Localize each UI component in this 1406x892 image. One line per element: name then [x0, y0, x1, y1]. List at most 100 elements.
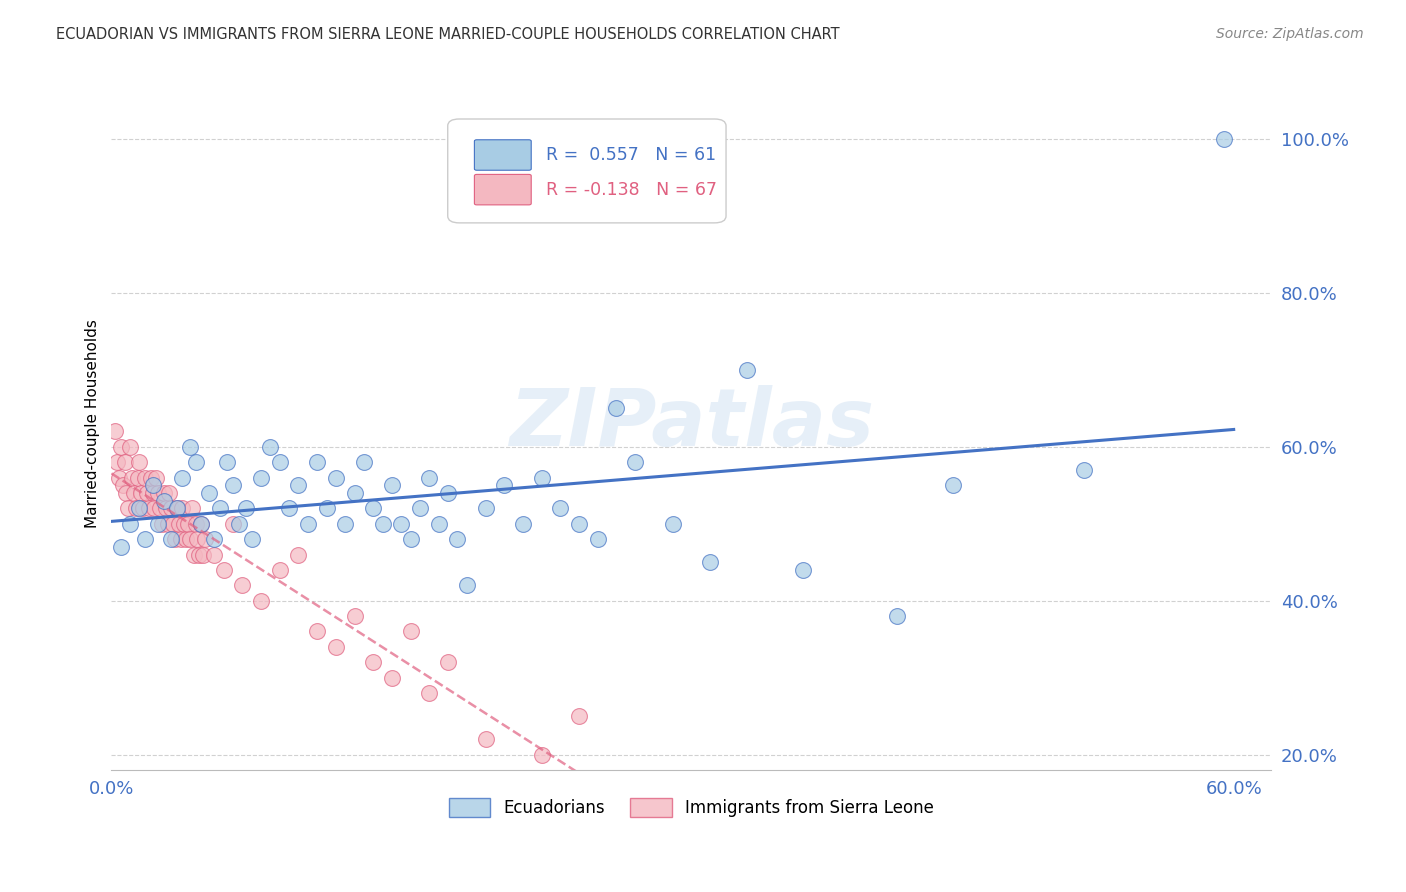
Point — [122, 486, 145, 500]
Point — [143, 501, 166, 516]
Point — [104, 425, 127, 439]
Point — [792, 563, 814, 577]
Point — [737, 363, 759, 377]
Text: ZIPatlas: ZIPatlas — [509, 384, 873, 463]
Point — [138, 501, 160, 516]
Text: ECUADORIAN VS IMMIGRANTS FROM SIERRA LEONE MARRIED-COUPLE HOUSEHOLDS CORRELATION: ECUADORIAN VS IMMIGRANTS FROM SIERRA LEO… — [56, 27, 839, 42]
Point — [166, 501, 188, 516]
Point — [409, 501, 432, 516]
Point — [381, 671, 404, 685]
Point — [174, 532, 197, 546]
Point — [134, 532, 156, 546]
Point — [474, 501, 496, 516]
Point — [120, 516, 142, 531]
Point — [105, 455, 128, 469]
Point — [128, 455, 150, 469]
Point — [167, 516, 190, 531]
Point — [202, 548, 225, 562]
Point — [315, 501, 337, 516]
Point — [156, 516, 179, 531]
Point — [142, 486, 165, 500]
Point — [172, 501, 194, 516]
Point — [212, 563, 235, 577]
Point — [228, 516, 250, 531]
Point — [114, 455, 136, 469]
Point — [117, 501, 139, 516]
Point — [456, 578, 478, 592]
Point — [699, 555, 721, 569]
Point — [173, 516, 195, 531]
FancyBboxPatch shape — [447, 119, 725, 223]
Point — [287, 478, 309, 492]
Point — [231, 578, 253, 592]
Point — [1213, 132, 1236, 146]
Point — [269, 455, 291, 469]
Point — [179, 532, 201, 546]
Point — [568, 709, 591, 723]
Point — [146, 486, 169, 500]
Point — [250, 593, 273, 607]
Point — [120, 440, 142, 454]
Point — [172, 470, 194, 484]
Point — [152, 493, 174, 508]
Point — [169, 532, 191, 546]
Point — [157, 486, 180, 500]
Point — [399, 624, 422, 639]
Point — [150, 516, 173, 531]
Point — [108, 470, 131, 484]
Point — [152, 486, 174, 500]
Point — [142, 478, 165, 492]
Point — [624, 455, 647, 469]
Point — [474, 732, 496, 747]
Point — [163, 532, 186, 546]
Point — [222, 516, 245, 531]
Point — [661, 516, 683, 531]
Point — [427, 516, 450, 531]
Point — [235, 501, 257, 516]
Point — [550, 501, 572, 516]
Point — [139, 470, 162, 484]
Point — [259, 440, 281, 454]
Point — [297, 516, 319, 531]
Point — [325, 470, 347, 484]
Point — [250, 470, 273, 484]
Point — [186, 532, 208, 546]
Point — [188, 548, 211, 562]
Point — [128, 501, 150, 516]
Point — [166, 501, 188, 516]
Point — [183, 548, 205, 562]
Point — [110, 440, 132, 454]
Point — [160, 501, 183, 516]
Point — [399, 532, 422, 546]
Point — [418, 686, 440, 700]
Point — [389, 516, 412, 531]
Point — [190, 516, 212, 531]
Point — [353, 455, 375, 469]
Point — [127, 470, 149, 484]
Text: R = -0.138   N = 67: R = -0.138 N = 67 — [547, 181, 717, 199]
Point — [110, 540, 132, 554]
Point — [222, 478, 245, 492]
Point — [190, 516, 212, 531]
Text: Source: ZipAtlas.com: Source: ZipAtlas.com — [1216, 27, 1364, 41]
Point — [136, 486, 159, 500]
Point — [132, 501, 155, 516]
Point — [240, 532, 263, 546]
Point — [494, 478, 516, 492]
Point — [197, 486, 219, 500]
Point — [131, 486, 153, 500]
Point — [278, 501, 301, 516]
Point — [202, 532, 225, 546]
Text: R =  0.557   N = 61: R = 0.557 N = 61 — [547, 146, 717, 164]
Point — [437, 486, 460, 500]
Point — [194, 532, 217, 546]
Point — [184, 455, 207, 469]
Point — [512, 516, 534, 531]
Point — [568, 516, 591, 531]
Point — [287, 548, 309, 562]
Point — [217, 455, 239, 469]
Point — [418, 470, 440, 484]
Point — [361, 655, 384, 669]
Point — [530, 747, 553, 762]
Point — [371, 516, 394, 531]
